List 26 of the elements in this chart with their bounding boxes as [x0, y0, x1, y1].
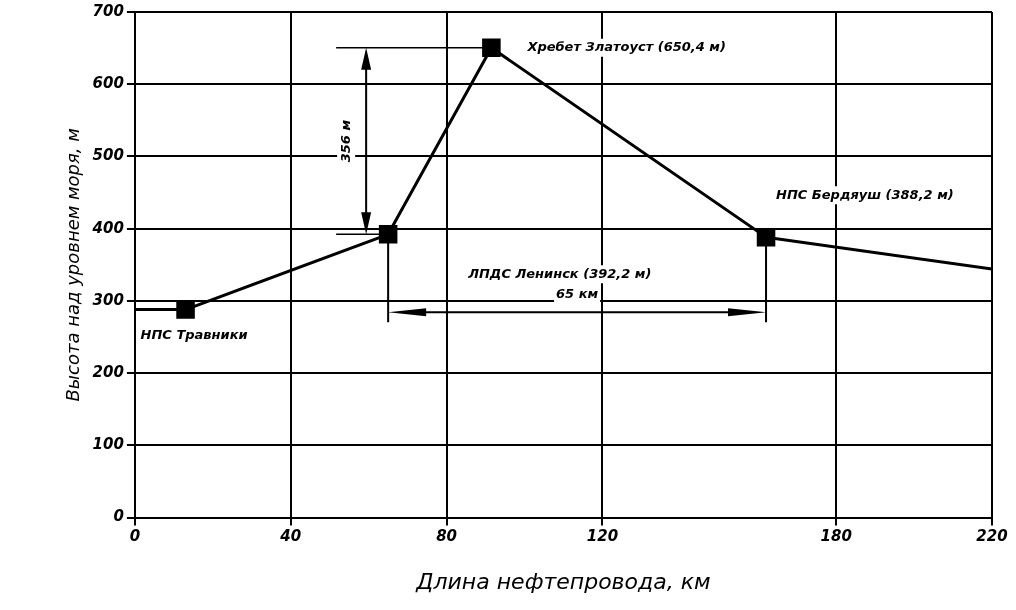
- x-tick-label: 180: [820, 527, 852, 546]
- annotation: ЛПДС Ленинск (392,2 м): [467, 265, 652, 281]
- y-tick-label: 200: [92, 363, 124, 382]
- y-tick-label: 100: [92, 435, 124, 454]
- y-tick-label: 600: [92, 74, 124, 93]
- x-tick-label: 80: [436, 527, 458, 546]
- annotation: 65 км: [556, 285, 599, 301]
- y-tick-label: 0: [113, 507, 124, 526]
- annotation: НПС Бердяуш (388,2 м): [776, 186, 954, 202]
- x-tick-label: 0: [129, 527, 141, 546]
- x-axis-title: Длина нефтепровода, км: [415, 568, 711, 594]
- y-tick-label: 500: [92, 146, 124, 165]
- x-tick-label: 220: [976, 527, 1008, 546]
- point: [176, 300, 195, 319]
- x-tick-label: 120: [586, 527, 619, 546]
- x-tick-label: 40: [279, 527, 302, 546]
- annotation: Хребет Златоуст (650,4 м): [526, 39, 726, 55]
- point: [482, 38, 501, 58]
- point: [378, 225, 398, 244]
- y-tick-label: 700: [92, 1, 124, 20]
- y-tick-label: 300: [92, 290, 124, 309]
- annotation: 356 м: [337, 119, 353, 163]
- y-tick-label: 400: [91, 218, 124, 237]
- point: [756, 227, 776, 247]
- y-axis-title: Высота над уровнем моря, м: [62, 128, 84, 402]
- annotation: НПС Травники: [140, 326, 248, 342]
